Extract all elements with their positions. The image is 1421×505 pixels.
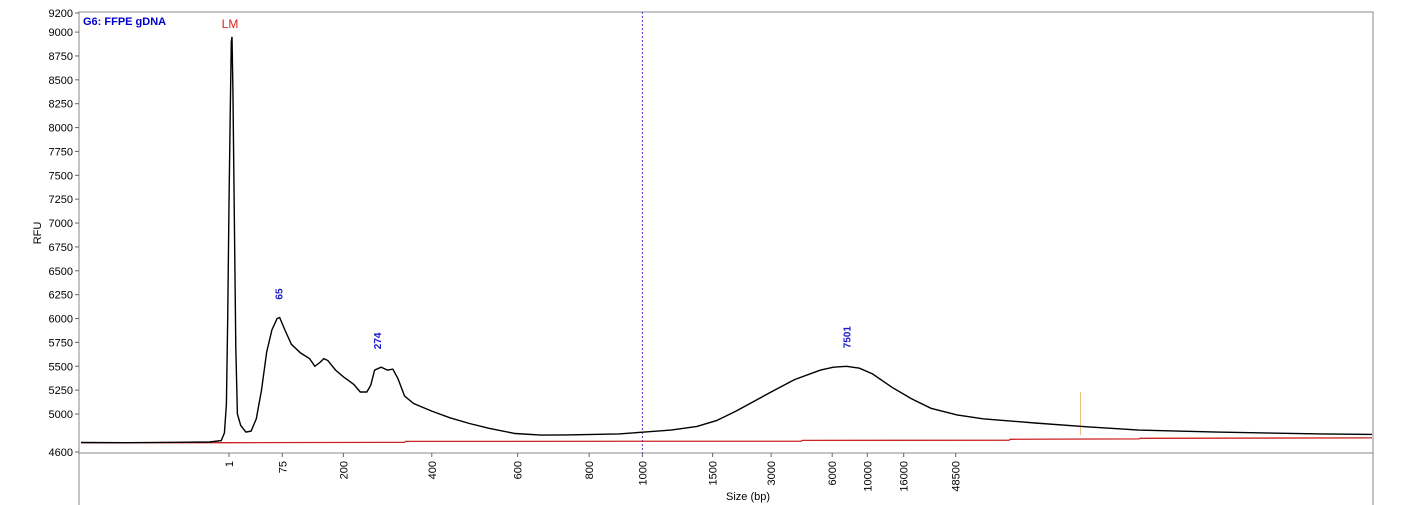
x-tick-label: 800 [584, 461, 596, 479]
x-tick-label: 75 [277, 461, 289, 473]
x-tick-label: 1 [224, 461, 236, 467]
y-tick-label: 6000 [49, 314, 73, 326]
y-tick-label: 7750 [49, 146, 73, 158]
baseline-trace [81, 437, 1373, 444]
x-tick-label: 3000 [766, 461, 778, 485]
x-tick-label: 6000 [827, 461, 839, 485]
x-axis-label: Size (bp) [726, 491, 770, 503]
y-axis-ticks: 9200 9000 8750 8500 8250 8000 7750 7500 7250 7000… [49, 8, 79, 459]
x-tick-label: 600 [513, 461, 525, 479]
y-tick-label: 9000 [49, 27, 73, 39]
y-tick-label: 9200 [49, 8, 73, 20]
x-tick-label: 200 [338, 461, 350, 479]
y-tick-label: 5750 [49, 337, 73, 349]
plot-frame [78, 11, 1374, 454]
x-tick-label: 1000 [637, 461, 649, 485]
x-tick-label: 48500 [951, 461, 963, 492]
rfu-trace [80, 36, 1373, 444]
y-tick-label: 5500 [49, 361, 73, 373]
y-tick-label: 5250 [49, 385, 73, 397]
y-tick-label: 6500 [49, 266, 73, 278]
y-tick-label: 6750 [49, 242, 73, 254]
x-tick-label: 400 [427, 461, 439, 479]
x-axis-ticks: 1 75 200 400 600 800 1000 1500 3000 6000 10000 1600… [224, 453, 963, 492]
y-tick-label: 5000 [49, 409, 73, 421]
y-tick-label: 8750 [49, 51, 73, 63]
x-tick-label: 10000 [862, 461, 874, 492]
y-tick-label: 7000 [49, 218, 73, 230]
lower-marker-label: LM [222, 17, 239, 31]
peak-size-label: 7501 [843, 326, 854, 349]
y-tick-label: 6250 [49, 290, 73, 302]
y-tick-label: 7500 [49, 170, 73, 182]
x-tick-label: 16000 [899, 461, 911, 492]
y-tick-label: 8250 [49, 99, 73, 111]
y-tick-label: 8000 [49, 123, 73, 135]
peak-labels: 65 274 7501 [274, 288, 853, 349]
chart-title: G6: FFPE gDNA [83, 16, 166, 28]
y-tick-label: 8500 [49, 75, 73, 87]
y-tick-label: 4600 [49, 447, 73, 459]
y-axis-label: RFU [32, 222, 44, 245]
y-tick-label: 7250 [49, 194, 73, 206]
x-tick-label: 1500 [708, 461, 720, 485]
peak-size-label: 274 [373, 332, 384, 349]
peak-size-label: 65 [274, 288, 285, 300]
